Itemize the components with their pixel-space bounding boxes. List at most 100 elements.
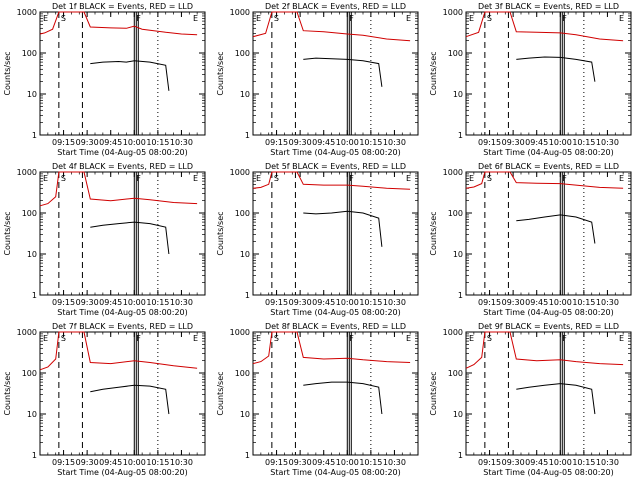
y-tick-label: 10 bbox=[27, 90, 37, 99]
y-axis-label: Counts/sec bbox=[3, 371, 12, 415]
x-tick-label: 10:15 bbox=[146, 458, 169, 467]
series-line-events bbox=[90, 221, 170, 255]
x-tick-label: 10:00 bbox=[336, 458, 359, 467]
detector-panel: Det 7f BLACK = Events, RED = LLD Counts/s… bbox=[3, 322, 206, 477]
event-letter-marker: S bbox=[61, 14, 66, 23]
y-tick-label: 1 bbox=[458, 291, 463, 300]
y-tick-label: 10 bbox=[27, 410, 37, 419]
chart-title: Det 5f BLACK = Events, RED = LLD bbox=[265, 162, 406, 171]
event-letter-marker: F bbox=[349, 174, 354, 183]
x-tick-label: 09:15 bbox=[265, 138, 288, 147]
series-line-events bbox=[303, 210, 383, 247]
event-letter-marker: E bbox=[193, 174, 198, 183]
series-line-lld bbox=[252, 331, 411, 365]
x-tick-label: 09:45 bbox=[99, 458, 122, 467]
y-tick-label: 10 bbox=[240, 410, 250, 419]
event-letter-marker: E bbox=[469, 174, 474, 183]
series-line-lld bbox=[252, 11, 411, 42]
x-axis-label: Start Time (04-Aug-05 08:00:20) bbox=[57, 148, 188, 157]
x-tick-label: 10:00 bbox=[123, 298, 146, 307]
y-tick-label: 10 bbox=[27, 250, 37, 259]
series-line-events bbox=[90, 384, 170, 415]
x-tick-label: 10:00 bbox=[336, 138, 359, 147]
y-tick-label: 1 bbox=[32, 131, 37, 140]
detector-panel: Det 2f BLACK = Events, RED = LLD Counts/s… bbox=[216, 2, 419, 157]
event-letter-marker: S bbox=[487, 14, 492, 23]
plot-frame bbox=[465, 171, 632, 296]
event-letter-marker: F bbox=[136, 174, 141, 183]
series-line-lld bbox=[465, 11, 624, 42]
chart-title: Det 7f BLACK = Events, RED = LLD bbox=[52, 322, 193, 331]
event-letter-marker: E bbox=[406, 174, 411, 183]
y-axis-label: Counts/sec bbox=[216, 211, 225, 255]
x-tick-label: 10:00 bbox=[336, 298, 359, 307]
plot-frame bbox=[39, 331, 206, 456]
y-tick-label: 1000 bbox=[443, 168, 463, 177]
x-tick-label: 09:45 bbox=[525, 458, 548, 467]
x-tick-label: 09:15 bbox=[52, 458, 75, 467]
y-tick-label: 1000 bbox=[17, 168, 37, 177]
y-tick-label: 10 bbox=[240, 90, 250, 99]
event-letter-marker: F bbox=[349, 334, 354, 343]
x-axis-label: Start Time (04-Aug-05 08:00:20) bbox=[483, 148, 614, 157]
event-letter-marker: E bbox=[256, 14, 261, 23]
x-tick-label: 10:30 bbox=[596, 458, 619, 467]
x-axis-label: Start Time (04-Aug-05 08:00:20) bbox=[270, 308, 401, 317]
x-tick-label: 10:00 bbox=[549, 298, 572, 307]
x-tick-label: 09:45 bbox=[312, 458, 335, 467]
chart-title: Det 3f BLACK = Events, RED = LLD bbox=[478, 2, 619, 11]
x-tick-label: 09:15 bbox=[265, 298, 288, 307]
event-letter-marker: E bbox=[43, 174, 48, 183]
x-tick-label: 10:15 bbox=[572, 458, 595, 467]
y-tick-label: 100 bbox=[235, 369, 250, 378]
plot-frame bbox=[465, 11, 632, 136]
plot-frame bbox=[39, 11, 206, 136]
event-letter-marker: E bbox=[619, 174, 624, 183]
x-axis-label: Start Time (04-Aug-05 08:00:20) bbox=[57, 308, 188, 317]
detector-panel: Det 6f BLACK = Events, RED = LLD Counts/s… bbox=[429, 162, 632, 317]
event-letter-marker: E bbox=[256, 174, 261, 183]
plot-frame bbox=[252, 331, 419, 456]
x-tick-label: 10:30 bbox=[383, 458, 406, 467]
event-letter-marker: E bbox=[256, 334, 261, 343]
event-letter-marker: E bbox=[619, 334, 624, 343]
x-tick-label: 09:30 bbox=[76, 298, 99, 307]
x-axis-label: Start Time (04-Aug-05 08:00:20) bbox=[270, 468, 401, 477]
y-tick-label: 100 bbox=[448, 209, 463, 218]
y-axis-label: Counts/sec bbox=[3, 211, 12, 255]
y-tick-label: 1000 bbox=[230, 168, 250, 177]
series-line-lld bbox=[39, 331, 198, 371]
detector-panel: Det 5f BLACK = Events, RED = LLD Counts/s… bbox=[216, 162, 419, 317]
series-line-events bbox=[303, 57, 383, 87]
event-letter-marker: E bbox=[43, 334, 48, 343]
series-line-lld bbox=[252, 171, 411, 190]
event-letter-marker: E bbox=[406, 14, 411, 23]
x-tick-label: 09:15 bbox=[265, 458, 288, 467]
y-axis-label: Counts/sec bbox=[216, 51, 225, 95]
event-letter-marker: F bbox=[562, 334, 567, 343]
y-tick-label: 100 bbox=[22, 209, 37, 218]
chart-title: Det 2f BLACK = Events, RED = LLD bbox=[265, 2, 406, 11]
y-tick-label: 1000 bbox=[443, 328, 463, 337]
x-tick-label: 09:45 bbox=[99, 138, 122, 147]
x-tick-label: 10:00 bbox=[549, 138, 572, 147]
event-letter-marker: E bbox=[43, 14, 48, 23]
series-line-events bbox=[516, 56, 596, 82]
x-tick-label: 09:30 bbox=[502, 138, 525, 147]
event-letter-marker: E bbox=[469, 14, 474, 23]
series-line-events bbox=[90, 60, 170, 91]
detector-panel: Det 1f BLACK = Events, RED = LLD Counts/s… bbox=[3, 2, 206, 157]
series-line-lld bbox=[39, 171, 198, 207]
event-letter-marker: F bbox=[562, 14, 567, 23]
series-line-events bbox=[516, 214, 596, 244]
y-tick-label: 1000 bbox=[230, 328, 250, 337]
x-tick-label: 10:30 bbox=[383, 138, 406, 147]
x-tick-label: 10:15 bbox=[572, 138, 595, 147]
x-tick-label: 10:00 bbox=[123, 458, 146, 467]
x-tick-label: 10:00 bbox=[123, 138, 146, 147]
y-tick-label: 10 bbox=[240, 250, 250, 259]
x-tick-label: 09:15 bbox=[52, 138, 75, 147]
event-letter-marker: S bbox=[274, 174, 279, 183]
y-tick-label: 1 bbox=[245, 131, 250, 140]
